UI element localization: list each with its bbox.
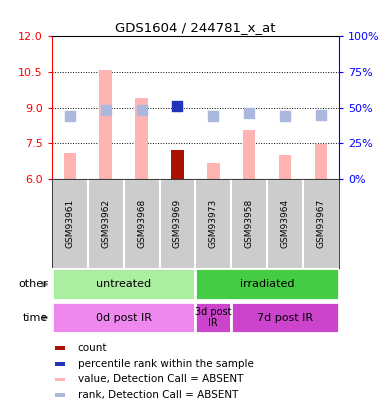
Bar bbox=[52, 302, 195, 333]
Bar bbox=[64, 153, 76, 179]
Point bbox=[67, 113, 73, 119]
Text: GSM93958: GSM93958 bbox=[244, 198, 254, 248]
Text: GSM93964: GSM93964 bbox=[281, 198, 290, 248]
Bar bbox=[55, 346, 65, 350]
Point bbox=[174, 103, 181, 109]
Bar bbox=[99, 70, 112, 179]
Point bbox=[210, 113, 216, 119]
Bar bbox=[195, 269, 339, 300]
Point bbox=[282, 113, 288, 119]
Text: 7d post IR: 7d post IR bbox=[257, 313, 313, 322]
Text: untreated: untreated bbox=[96, 279, 151, 289]
Bar bbox=[55, 362, 65, 366]
Text: GSM93968: GSM93968 bbox=[137, 198, 146, 248]
Text: GSM93967: GSM93967 bbox=[316, 198, 325, 248]
Bar bbox=[195, 302, 231, 333]
Point bbox=[103, 107, 109, 114]
Text: GSM93973: GSM93973 bbox=[209, 198, 218, 248]
Text: other: other bbox=[18, 279, 48, 289]
Text: percentile rank within the sample: percentile rank within the sample bbox=[78, 359, 254, 369]
Bar bbox=[55, 393, 65, 397]
Text: GSM93969: GSM93969 bbox=[173, 198, 182, 248]
Text: count: count bbox=[78, 343, 107, 353]
Bar bbox=[315, 144, 327, 179]
Bar bbox=[279, 155, 291, 179]
Text: time: time bbox=[23, 313, 48, 322]
Title: GDS1604 / 244781_x_at: GDS1604 / 244781_x_at bbox=[115, 21, 276, 34]
Bar bbox=[136, 98, 148, 179]
Text: rank, Detection Call = ABSENT: rank, Detection Call = ABSENT bbox=[78, 390, 238, 400]
Bar bbox=[171, 150, 184, 179]
Point bbox=[318, 111, 324, 118]
Text: GSM93962: GSM93962 bbox=[101, 198, 110, 248]
Bar bbox=[55, 377, 65, 382]
Bar bbox=[243, 130, 255, 179]
Point bbox=[246, 110, 252, 117]
Text: GSM93961: GSM93961 bbox=[65, 198, 74, 248]
Point bbox=[139, 107, 145, 114]
Bar bbox=[52, 269, 195, 300]
Text: value, Detection Call = ABSENT: value, Detection Call = ABSENT bbox=[78, 375, 243, 384]
Text: 0d post IR: 0d post IR bbox=[96, 313, 152, 322]
Bar bbox=[231, 302, 339, 333]
Text: irradiated: irradiated bbox=[240, 279, 295, 289]
Bar bbox=[207, 163, 219, 179]
Text: 3d post
IR: 3d post IR bbox=[195, 307, 231, 328]
